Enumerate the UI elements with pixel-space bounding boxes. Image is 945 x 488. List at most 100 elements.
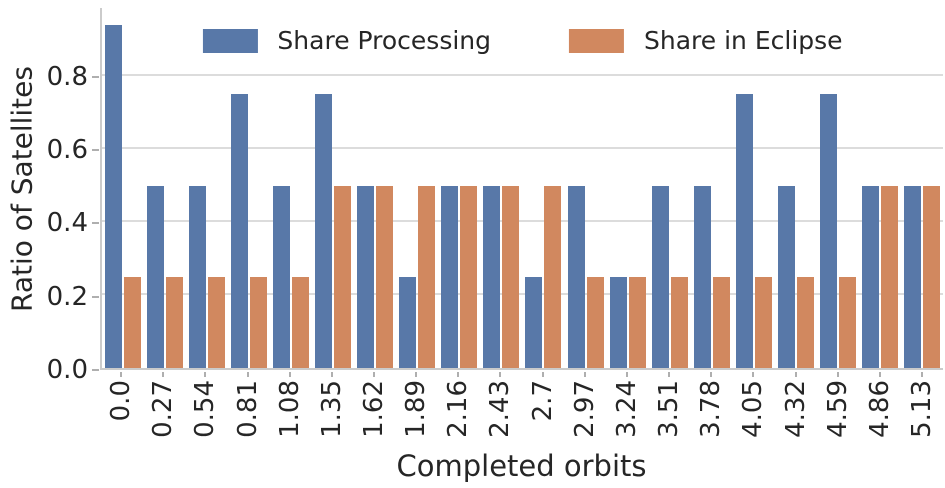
bar-group bbox=[522, 8, 564, 368]
x-tick-slot: 0.27 bbox=[142, 372, 184, 448]
y-tick-label: 0.6 bbox=[46, 134, 88, 165]
x-tick-label: 0.0 bbox=[106, 380, 137, 422]
bar bbox=[292, 276, 310, 368]
y-tick-label: 0.4 bbox=[46, 208, 88, 239]
x-tick-label: 3.24 bbox=[611, 380, 642, 438]
x-tick-mark bbox=[246, 372, 249, 377]
bar-group bbox=[901, 8, 943, 368]
gridline bbox=[102, 74, 943, 77]
bar-group bbox=[775, 8, 817, 368]
bar bbox=[651, 185, 669, 368]
bar bbox=[460, 185, 478, 368]
bar bbox=[777, 185, 795, 368]
bar bbox=[922, 185, 940, 368]
x-tick-slot: 4.05 bbox=[732, 372, 774, 448]
bar bbox=[250, 276, 268, 368]
x-tick-slot: 4.86 bbox=[859, 372, 901, 448]
x-tick-mark bbox=[330, 372, 333, 377]
bar-group bbox=[354, 8, 396, 368]
x-tick-slot: 3.51 bbox=[648, 372, 690, 448]
x-tick-slot: 0.81 bbox=[226, 372, 268, 448]
legend-label: Share in Eclipse bbox=[644, 26, 843, 55]
bar bbox=[628, 276, 646, 368]
bar-group bbox=[312, 8, 354, 368]
bar bbox=[105, 25, 123, 368]
bar-group bbox=[438, 8, 480, 368]
x-tick-mark bbox=[710, 372, 713, 377]
bar bbox=[357, 185, 375, 368]
bar-group bbox=[607, 8, 649, 368]
bar bbox=[418, 185, 436, 368]
legend-swatch bbox=[569, 28, 625, 53]
bar bbox=[124, 276, 142, 368]
x-tick-mark bbox=[499, 372, 502, 377]
bar bbox=[525, 276, 543, 368]
y-tick-mark bbox=[92, 148, 99, 151]
bar bbox=[735, 94, 753, 368]
y-tick-label: 0.2 bbox=[46, 281, 88, 312]
bar-group bbox=[733, 8, 775, 368]
y-tick-mark bbox=[92, 369, 99, 371]
bar bbox=[796, 276, 814, 368]
x-tick-slot: 1.89 bbox=[395, 372, 437, 448]
x-tick-mark bbox=[836, 372, 839, 377]
x-tick-slot: 3.24 bbox=[606, 372, 648, 448]
bar bbox=[544, 185, 562, 368]
x-tick-mark bbox=[457, 372, 460, 377]
bar bbox=[483, 185, 501, 368]
x-tick-mark bbox=[668, 372, 671, 377]
gridline bbox=[102, 147, 943, 150]
x-tick-label: 1.08 bbox=[274, 380, 305, 438]
x-tick-mark bbox=[204, 372, 207, 377]
x-tick-mark bbox=[288, 372, 291, 377]
legend-swatch bbox=[202, 28, 258, 53]
x-tick-label: 0.27 bbox=[148, 380, 179, 438]
legend-label: Share Processing bbox=[277, 26, 492, 55]
bar-group bbox=[565, 8, 607, 368]
x-tick-slot: 2.16 bbox=[437, 372, 479, 448]
bar bbox=[838, 276, 856, 368]
bar bbox=[712, 276, 730, 368]
x-tick-label: 4.86 bbox=[864, 380, 895, 438]
x-tick-mark bbox=[625, 372, 628, 377]
y-tick-label: 0.0 bbox=[46, 355, 88, 385]
bar-group bbox=[859, 8, 901, 368]
y-tick-mark bbox=[92, 75, 99, 78]
x-tick-slot: 0.54 bbox=[184, 372, 226, 448]
x-tick-slot: 2.97 bbox=[564, 372, 606, 448]
bar-group bbox=[817, 8, 859, 368]
y-tick-mark bbox=[92, 295, 99, 298]
bar bbox=[754, 276, 772, 368]
x-tick-label: 2.97 bbox=[569, 380, 600, 438]
bar bbox=[441, 185, 459, 368]
bar bbox=[861, 185, 879, 368]
bar bbox=[903, 185, 921, 368]
y-axis-tick-marks bbox=[92, 8, 99, 371]
x-tick-slot: 2.7 bbox=[522, 372, 564, 448]
y-axis-tick-labels: 0.0 0.2 0.4 0.6 0.8 bbox=[0, 8, 88, 385]
bar bbox=[502, 185, 520, 368]
x-tick-label: 1.62 bbox=[359, 380, 390, 438]
legend-entry: Share in Eclipse bbox=[569, 26, 843, 55]
x-tick-label: 1.89 bbox=[401, 380, 432, 438]
bar bbox=[567, 185, 585, 368]
bar-group bbox=[480, 8, 522, 368]
bar-group bbox=[228, 8, 270, 368]
bar bbox=[609, 276, 627, 368]
x-tick-mark bbox=[415, 372, 418, 377]
x-tick-slot: 5.13 bbox=[901, 372, 943, 448]
x-tick-mark bbox=[752, 372, 755, 377]
x-tick-label: 2.7 bbox=[527, 380, 558, 422]
bar bbox=[189, 185, 207, 368]
x-tick-mark bbox=[373, 372, 376, 377]
bar-group bbox=[270, 8, 312, 368]
legend-entry: Share Processing bbox=[202, 26, 491, 55]
x-axis-title: Completed orbits bbox=[396, 449, 647, 483]
x-tick-slot: 0.0 bbox=[100, 372, 142, 448]
x-tick-label: 0.81 bbox=[232, 380, 263, 438]
bar-group bbox=[396, 8, 438, 368]
x-tick-label: 1.35 bbox=[316, 380, 347, 438]
x-tick-slot: 1.08 bbox=[269, 372, 311, 448]
x-tick-label: 4.05 bbox=[738, 380, 769, 438]
bar bbox=[147, 185, 165, 368]
